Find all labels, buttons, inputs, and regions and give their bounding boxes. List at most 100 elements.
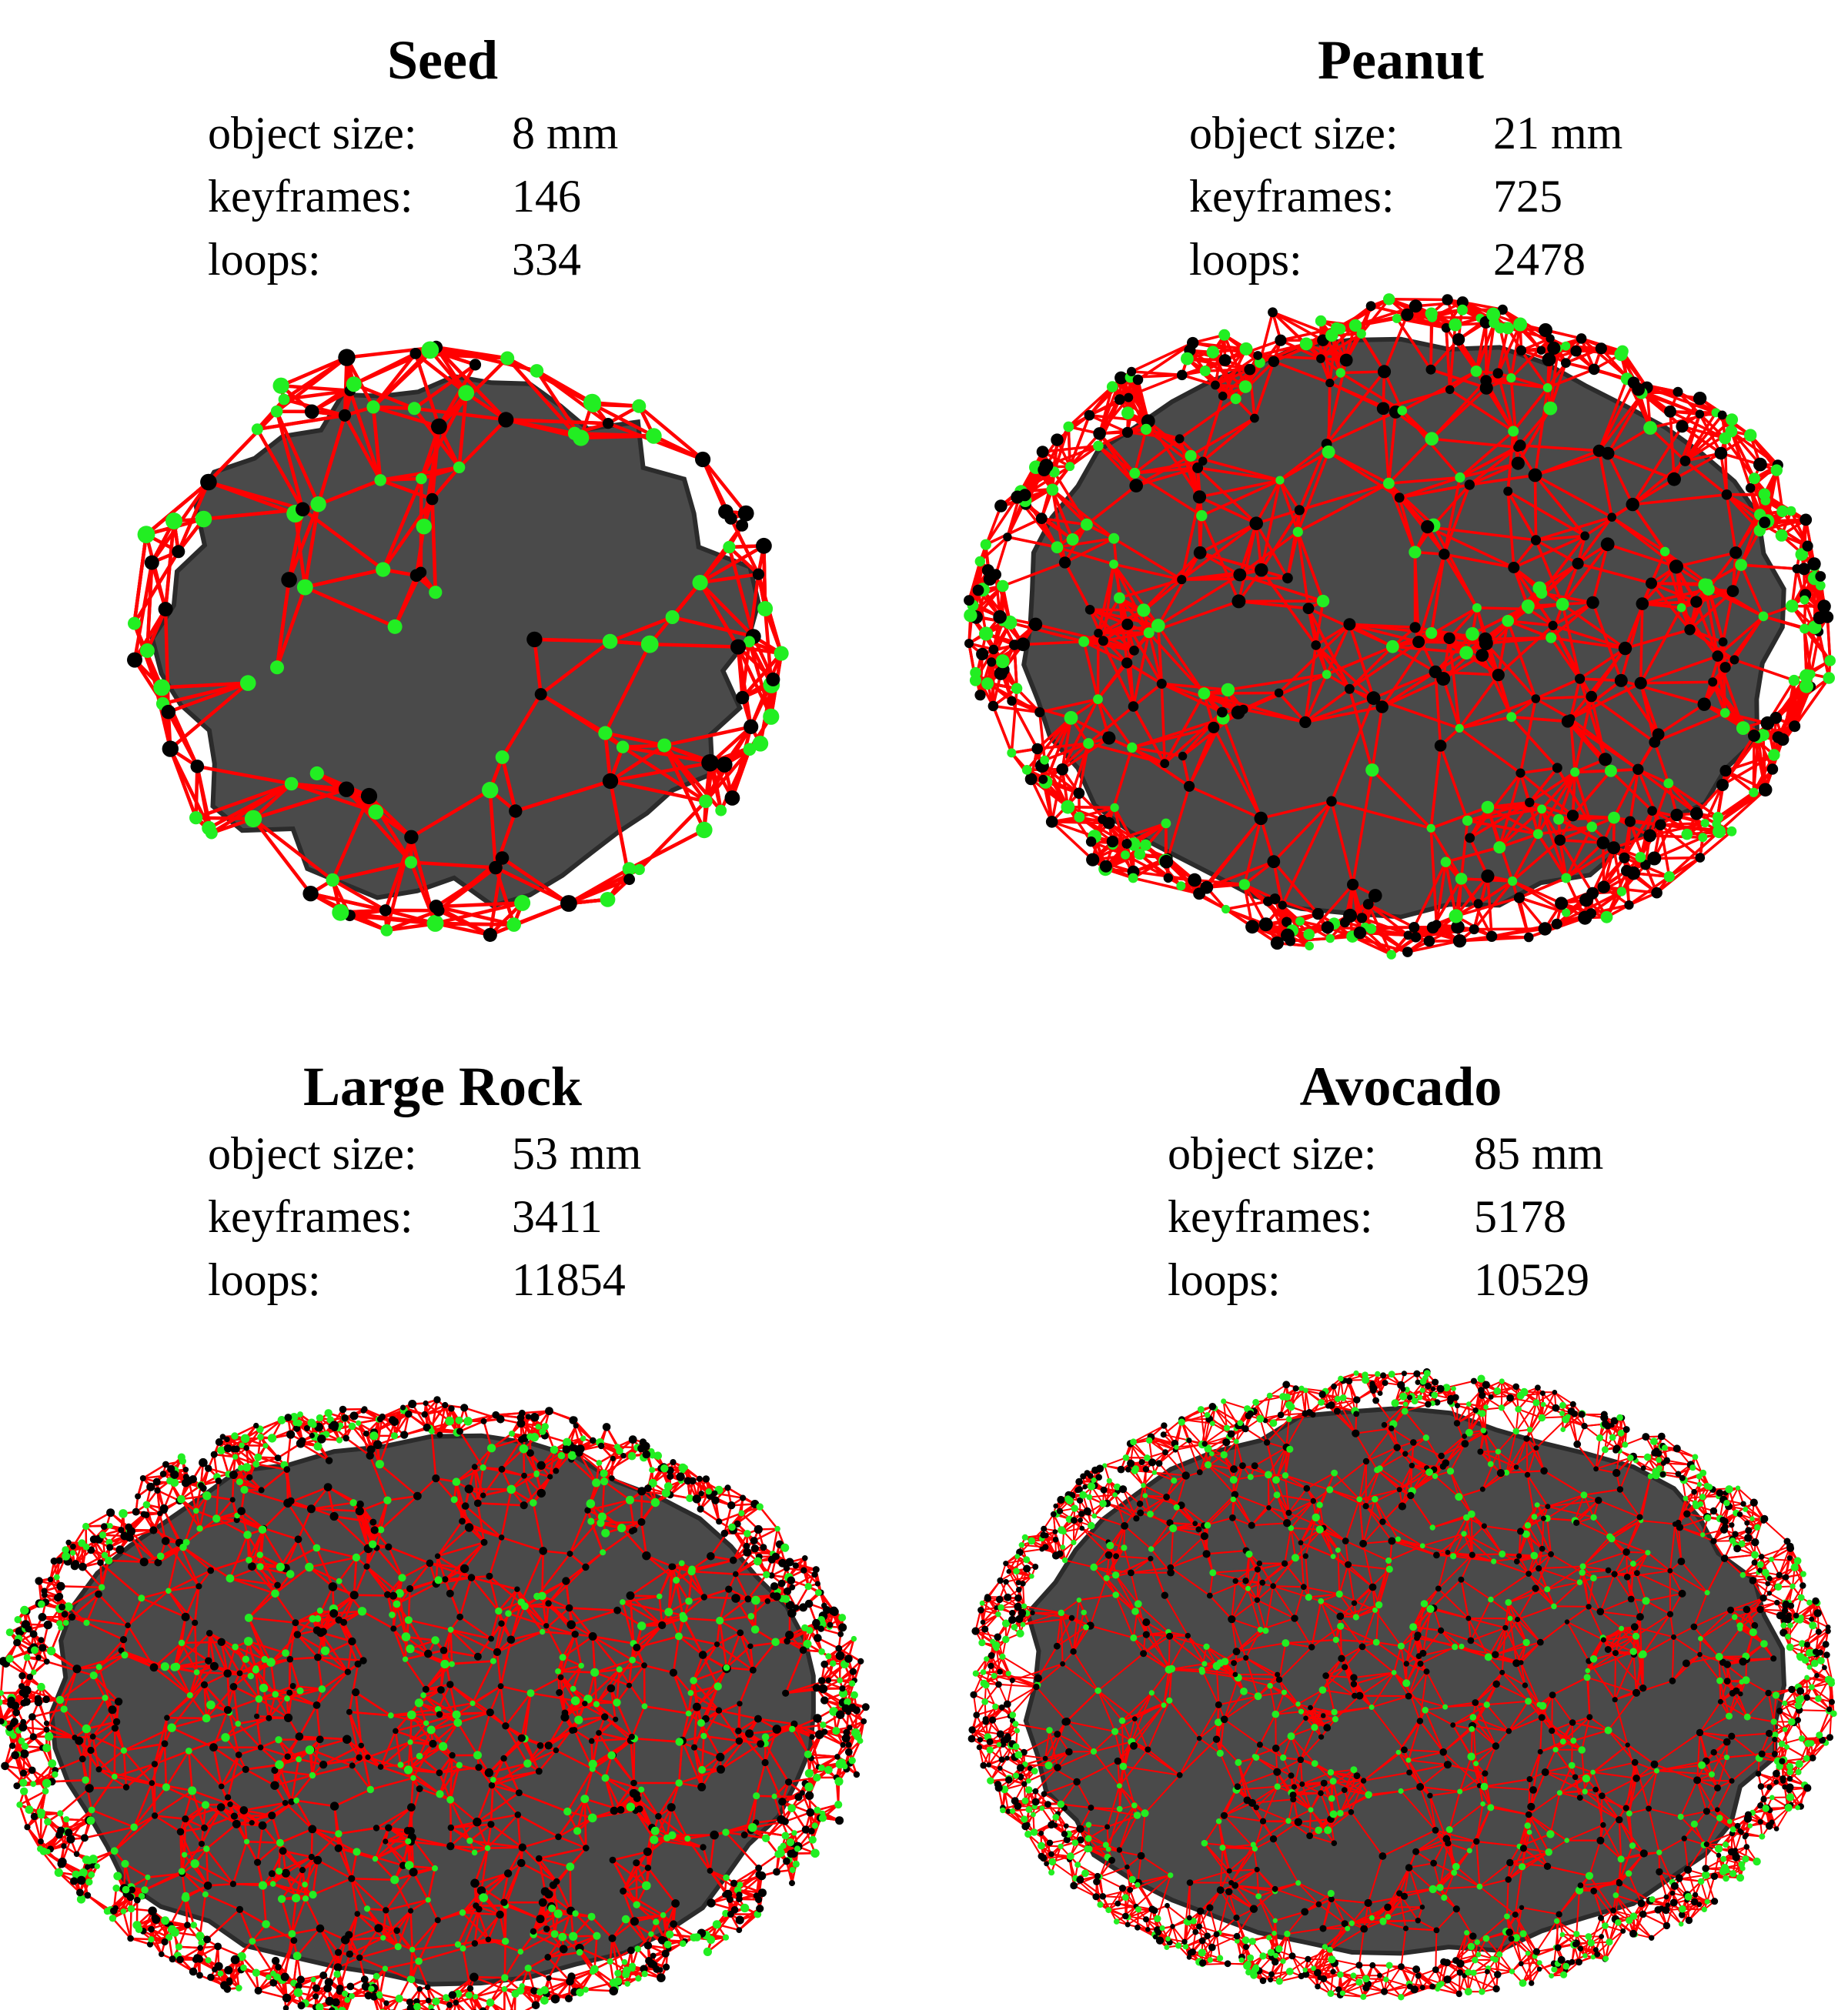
keyframe-node-green — [1154, 1915, 1161, 1922]
keyframe-node-black — [1678, 1912, 1686, 1918]
keyframe-node-black — [406, 1998, 413, 2006]
keyframe-node-green — [1285, 1818, 1292, 1824]
keyframe-node-green — [981, 677, 994, 690]
keyframe-node-green — [1011, 1624, 1018, 1631]
keyframe-node-green — [404, 1616, 413, 1624]
keyframe-node-green — [288, 1930, 296, 1938]
keyframe-node-black — [1360, 1925, 1368, 1933]
keyframe-node-black — [1031, 1798, 1040, 1806]
keyframe-node-black — [546, 1975, 552, 1982]
keyframe-node-green — [390, 1875, 399, 1885]
keyframe-node-black — [148, 1906, 157, 1916]
keyframe-node-black — [503, 1869, 513, 1878]
keyframe-node-black — [1629, 1929, 1637, 1938]
keyframe-node-black — [502, 1722, 510, 1730]
keyframe-node-green — [278, 393, 290, 406]
keyframe-node-black — [1786, 1544, 1795, 1552]
keyframe-node-green — [1576, 1579, 1583, 1585]
keyframe-node-green — [1288, 1525, 1295, 1531]
keyframe-node-black — [1496, 1469, 1505, 1477]
keyframe-node-black — [1596, 1608, 1605, 1616]
keyframe-node-black — [1082, 1484, 1088, 1490]
keyframe-node-green — [1800, 623, 1810, 634]
keyframe-node-black — [1054, 1731, 1061, 1738]
keyframe-node-green — [1451, 1386, 1456, 1391]
keyframe-node-black — [72, 1560, 80, 1568]
keyframe-node-green — [1282, 1472, 1289, 1479]
keyframe-node-black — [89, 1733, 96, 1740]
keyframe-node-black — [1419, 1985, 1425, 1991]
keyframe-node-green — [1798, 1614, 1804, 1621]
keyframe-node-black — [176, 1828, 185, 1836]
keyframe-node-green — [1786, 1763, 1794, 1771]
keyframe-node-black — [1442, 1459, 1450, 1467]
keyframe-node-green — [1612, 1892, 1619, 1898]
keyframe-node-green — [313, 1442, 322, 1451]
keyframe-node-black — [1231, 1491, 1239, 1499]
keyframe-node-black — [1034, 707, 1045, 718]
keyframe-node-green — [429, 1428, 435, 1434]
keyframe-node-green — [1440, 856, 1452, 867]
keyframe-node-green — [566, 1862, 575, 1871]
keyframe-node-black — [1639, 1849, 1648, 1858]
keyframe-node-black — [575, 1448, 583, 1457]
keyframe-node-black — [476, 1886, 486, 1895]
keyframe-node-green — [1021, 1797, 1029, 1805]
keyframe-node-black — [1739, 1829, 1744, 1835]
keyframe-node-green — [259, 1684, 269, 1693]
keyframe-node-black — [1282, 917, 1292, 927]
keyframe-node-black — [1405, 1864, 1413, 1871]
keyframe-node-green — [1257, 1627, 1264, 1633]
keyframe-node-green — [1084, 1835, 1092, 1842]
keyframe-node-green — [1071, 1504, 1078, 1512]
keyframe-node-black — [730, 639, 746, 655]
stat-value: 53 mm — [512, 1128, 642, 1179]
keyframe-node-black — [127, 1935, 134, 1942]
keyframe-node-green — [1322, 445, 1335, 459]
keyframe-node-black — [1432, 1378, 1439, 1386]
keyframe-node-black — [399, 1861, 407, 1869]
keyframe-node-green — [88, 1871, 95, 1878]
keyframe-node-green — [10, 1732, 17, 1739]
keyframe-node-black — [630, 1779, 637, 1787]
keyframe-node-black — [1678, 1589, 1686, 1598]
keyframe-node-green — [119, 1509, 128, 1518]
keyframe-node-green — [824, 1765, 833, 1775]
keyframe-node-green — [678, 1560, 685, 1567]
keyframe-node-green — [1247, 1954, 1255, 1962]
keyframe-node-green — [252, 1665, 259, 1671]
keyframe-node-black — [1389, 1425, 1395, 1431]
keyframe-node-black — [1803, 1784, 1812, 1792]
keyframe-node-black — [1181, 1938, 1188, 1945]
keyframe-node-green — [57, 1810, 64, 1817]
keyframe-node-black — [1494, 1971, 1502, 1978]
keyframe-node-black — [1488, 1394, 1494, 1400]
keyframe-node-black — [1721, 1554, 1729, 1562]
pose-graph-peanut — [964, 293, 1836, 960]
keyframe-node-green — [188, 1786, 197, 1795]
keyframe-node-black — [442, 1401, 449, 1409]
keyframe-node-black — [1829, 1698, 1835, 1705]
keyframe-node-black — [232, 1819, 241, 1828]
keyframe-node-black — [1321, 921, 1335, 934]
keyframe-node-black — [1482, 1770, 1489, 1777]
keyframe-node-green — [1656, 1465, 1663, 1471]
keyframe-node-green — [1051, 541, 1064, 553]
keyframe-node-green — [1298, 1385, 1305, 1391]
keyframe-node-green — [580, 1435, 586, 1441]
keyframe-node-green — [567, 1451, 577, 1461]
keyframe-node-black — [1277, 1411, 1285, 1418]
keyframe-node-green — [217, 1970, 224, 1977]
keyframe-node-black — [1693, 1776, 1702, 1785]
keyframe-node-green — [1252, 1398, 1259, 1406]
keyframe-node-black — [1586, 908, 1596, 919]
keyframe-node-black — [473, 1652, 482, 1661]
keyframe-node-green — [1201, 1839, 1208, 1847]
keyframe-node-black — [1465, 1615, 1472, 1621]
keyframe-node-black — [471, 1464, 478, 1471]
keyframe-node-black — [209, 1661, 219, 1671]
keyframe-node-black — [840, 1741, 846, 1748]
keyframe-node-green — [482, 782, 499, 799]
keyframe-node-black — [1659, 1471, 1666, 1477]
keyframe-node-black — [1696, 1901, 1703, 1908]
